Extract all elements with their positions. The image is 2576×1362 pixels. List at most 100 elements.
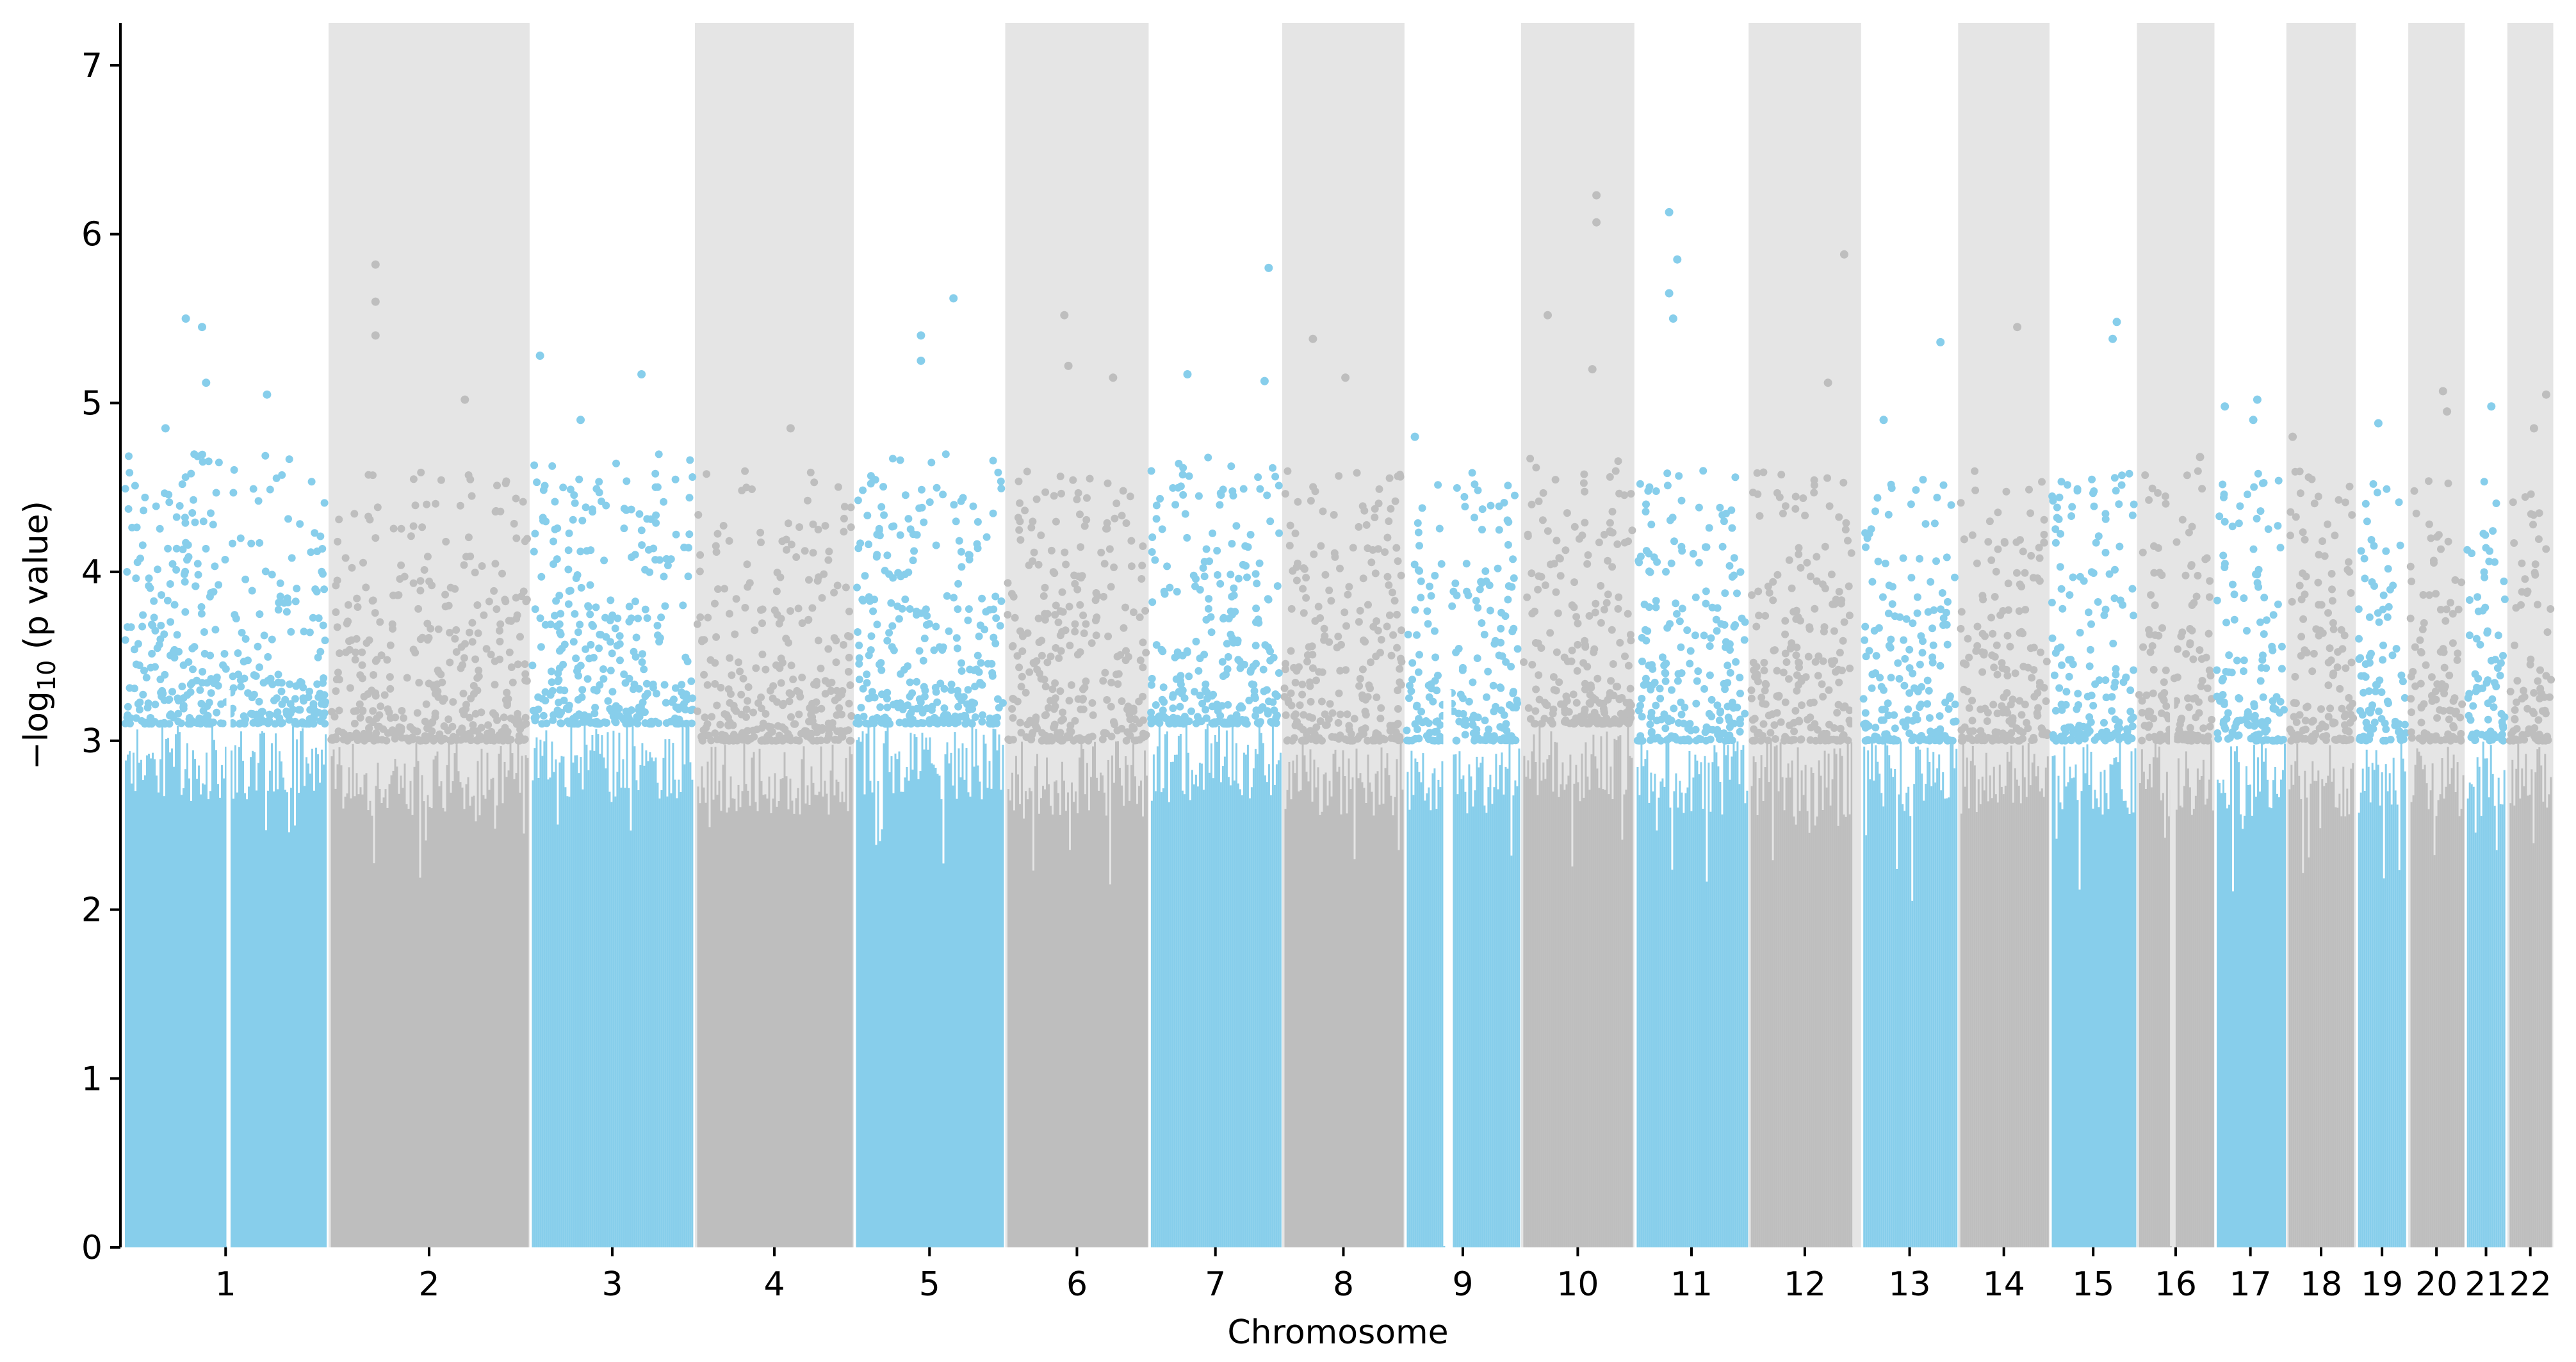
data-point (123, 568, 131, 576)
data-point (1902, 615, 1911, 623)
data-point (1907, 500, 1915, 508)
point-column (1109, 884, 1111, 1247)
data-point (1371, 505, 1379, 513)
data-point (170, 601, 179, 609)
data-point (619, 715, 628, 724)
data-point (940, 719, 948, 727)
point-column (159, 759, 161, 1247)
point-column (1563, 790, 1566, 1247)
data-point (1292, 667, 1301, 675)
data-point (1960, 685, 1968, 693)
data-point (521, 670, 530, 678)
point-column (1797, 747, 1799, 1247)
data-point (1356, 675, 1364, 683)
data-point (2013, 569, 2021, 577)
data-point (1298, 690, 1307, 699)
data-point (1677, 496, 1686, 505)
data-point (732, 595, 740, 603)
data-point (595, 644, 603, 653)
data-point (241, 635, 250, 643)
point-column (1332, 754, 1335, 1247)
data-point (1601, 709, 1609, 717)
point-column (706, 761, 709, 1247)
data-point (1923, 676, 1932, 685)
point-column (1740, 749, 1743, 1247)
point-column (1325, 772, 1327, 1247)
data-point (2185, 528, 2193, 537)
data-point (1791, 505, 1800, 513)
point-column (1420, 782, 1423, 1247)
point-column (1017, 774, 1019, 1247)
data-point (712, 542, 720, 550)
data-point (794, 604, 803, 613)
point-column (785, 776, 788, 1247)
data-point (1930, 606, 1938, 614)
point-column (658, 799, 661, 1247)
point-column (1239, 789, 1241, 1247)
point-column (1816, 816, 1818, 1247)
data-point (1462, 560, 1471, 568)
point-column (739, 807, 742, 1247)
data-point (293, 720, 301, 728)
data-point (1859, 695, 1868, 703)
point-column (845, 758, 847, 1247)
point-column (2140, 749, 2143, 1247)
data-point (1052, 517, 1060, 526)
point-column (1677, 807, 1679, 1247)
data-point (1018, 647, 1027, 655)
data-point (2090, 487, 2098, 495)
data-point (473, 736, 482, 745)
data-point (693, 620, 701, 628)
point-column (2016, 779, 2018, 1247)
data-point (268, 635, 276, 644)
point-column (1894, 768, 1896, 1247)
point-column (655, 758, 657, 1247)
data-point (1939, 614, 1948, 622)
data-point (2018, 628, 2026, 636)
point-column (1365, 803, 1367, 1247)
data-point (910, 547, 918, 555)
data-point (2023, 718, 2031, 727)
data-point (1076, 510, 1084, 519)
point-column (346, 793, 348, 1247)
point-column (450, 792, 452, 1247)
point-column (1644, 759, 1647, 1247)
data-point (1609, 660, 1617, 668)
data-point (1468, 469, 1476, 477)
point-column (200, 794, 202, 1247)
data-point (139, 690, 147, 699)
point-column (498, 754, 500, 1247)
data-point (2101, 549, 2110, 556)
point-column (1031, 791, 1032, 1247)
point-column (1268, 764, 1270, 1247)
point-column (1875, 745, 1877, 1247)
data-point (1811, 604, 1819, 613)
data-point (496, 655, 504, 663)
point-column (1540, 781, 1543, 1247)
data-point (471, 569, 479, 577)
data-point (776, 573, 785, 581)
data-point (350, 720, 359, 727)
point-column (1768, 782, 1770, 1247)
data-point (1793, 686, 1801, 695)
data-point (1923, 700, 1932, 708)
point-column (1105, 815, 1107, 1247)
point-column (2115, 757, 2117, 1247)
point-column (217, 784, 219, 1247)
data-point (1553, 648, 1561, 656)
data-point (1097, 548, 1105, 556)
point-column (647, 761, 649, 1247)
data-point (1635, 558, 1643, 567)
point-column (1631, 758, 1633, 1247)
data-point (716, 720, 724, 729)
data-point (427, 624, 435, 633)
point-column (1542, 762, 1545, 1247)
data-point (273, 708, 282, 717)
data-point (1275, 529, 1284, 537)
data-point (1434, 481, 1442, 489)
data-point (703, 681, 712, 689)
point-column (1623, 794, 1626, 1247)
data-point (576, 547, 585, 556)
point-column (1938, 754, 1941, 1247)
point-column (1088, 810, 1090, 1247)
